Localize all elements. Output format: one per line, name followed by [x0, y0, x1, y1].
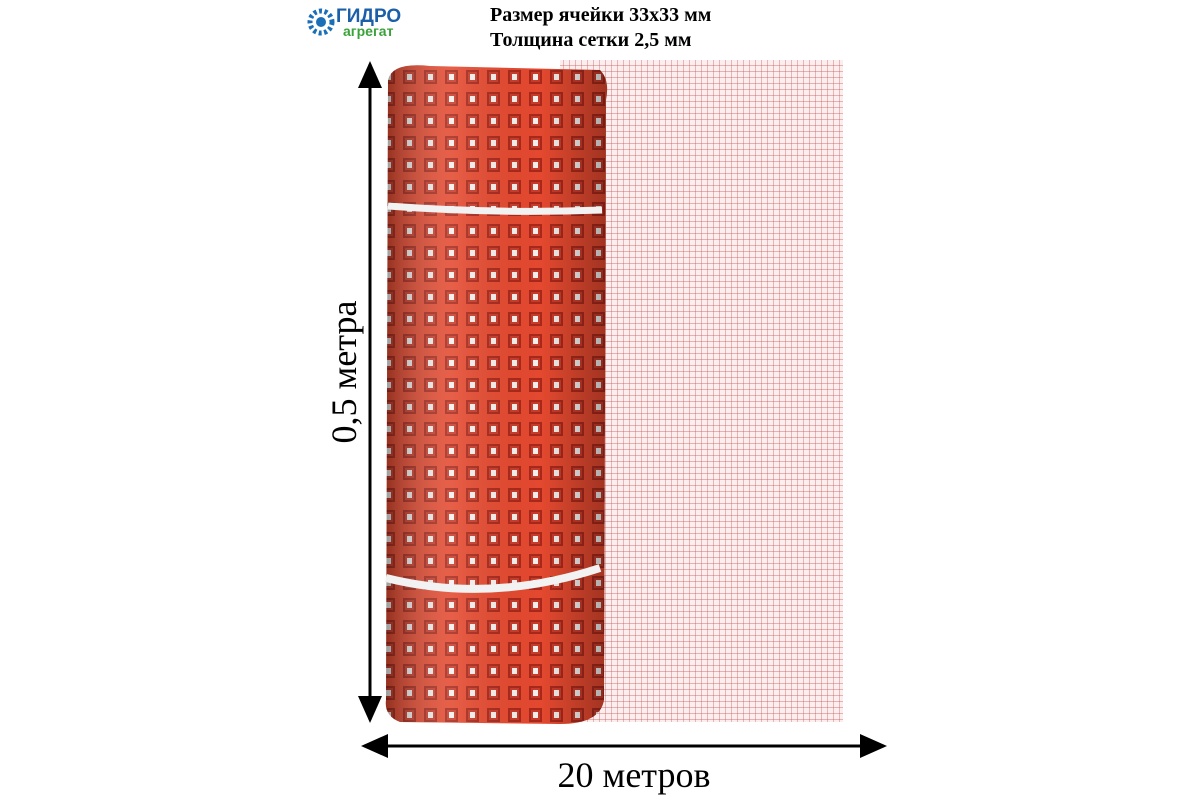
- spec-line: Размер ячейки 33х33 мм: [490, 4, 711, 26]
- roll-shading: [385, 65, 608, 725]
- mesh-sheet: [560, 60, 843, 722]
- logo-gear-center: [316, 17, 326, 27]
- roll-band: [385, 564, 602, 593]
- spec-line: Толщина сетки 2,5 мм: [490, 29, 691, 51]
- logo: ГИДРО агрегат: [307, 6, 401, 39]
- mesh-roll: [385, 65, 608, 725]
- logo-brand: ГИДРО: [336, 6, 401, 27]
- height-label: 0,5 метра: [324, 301, 364, 444]
- logo-sub: агрегат: [343, 23, 394, 39]
- roll-band: [387, 202, 603, 215]
- length-label: 20 метров: [558, 755, 711, 795]
- logo-gear: [307, 8, 335, 36]
